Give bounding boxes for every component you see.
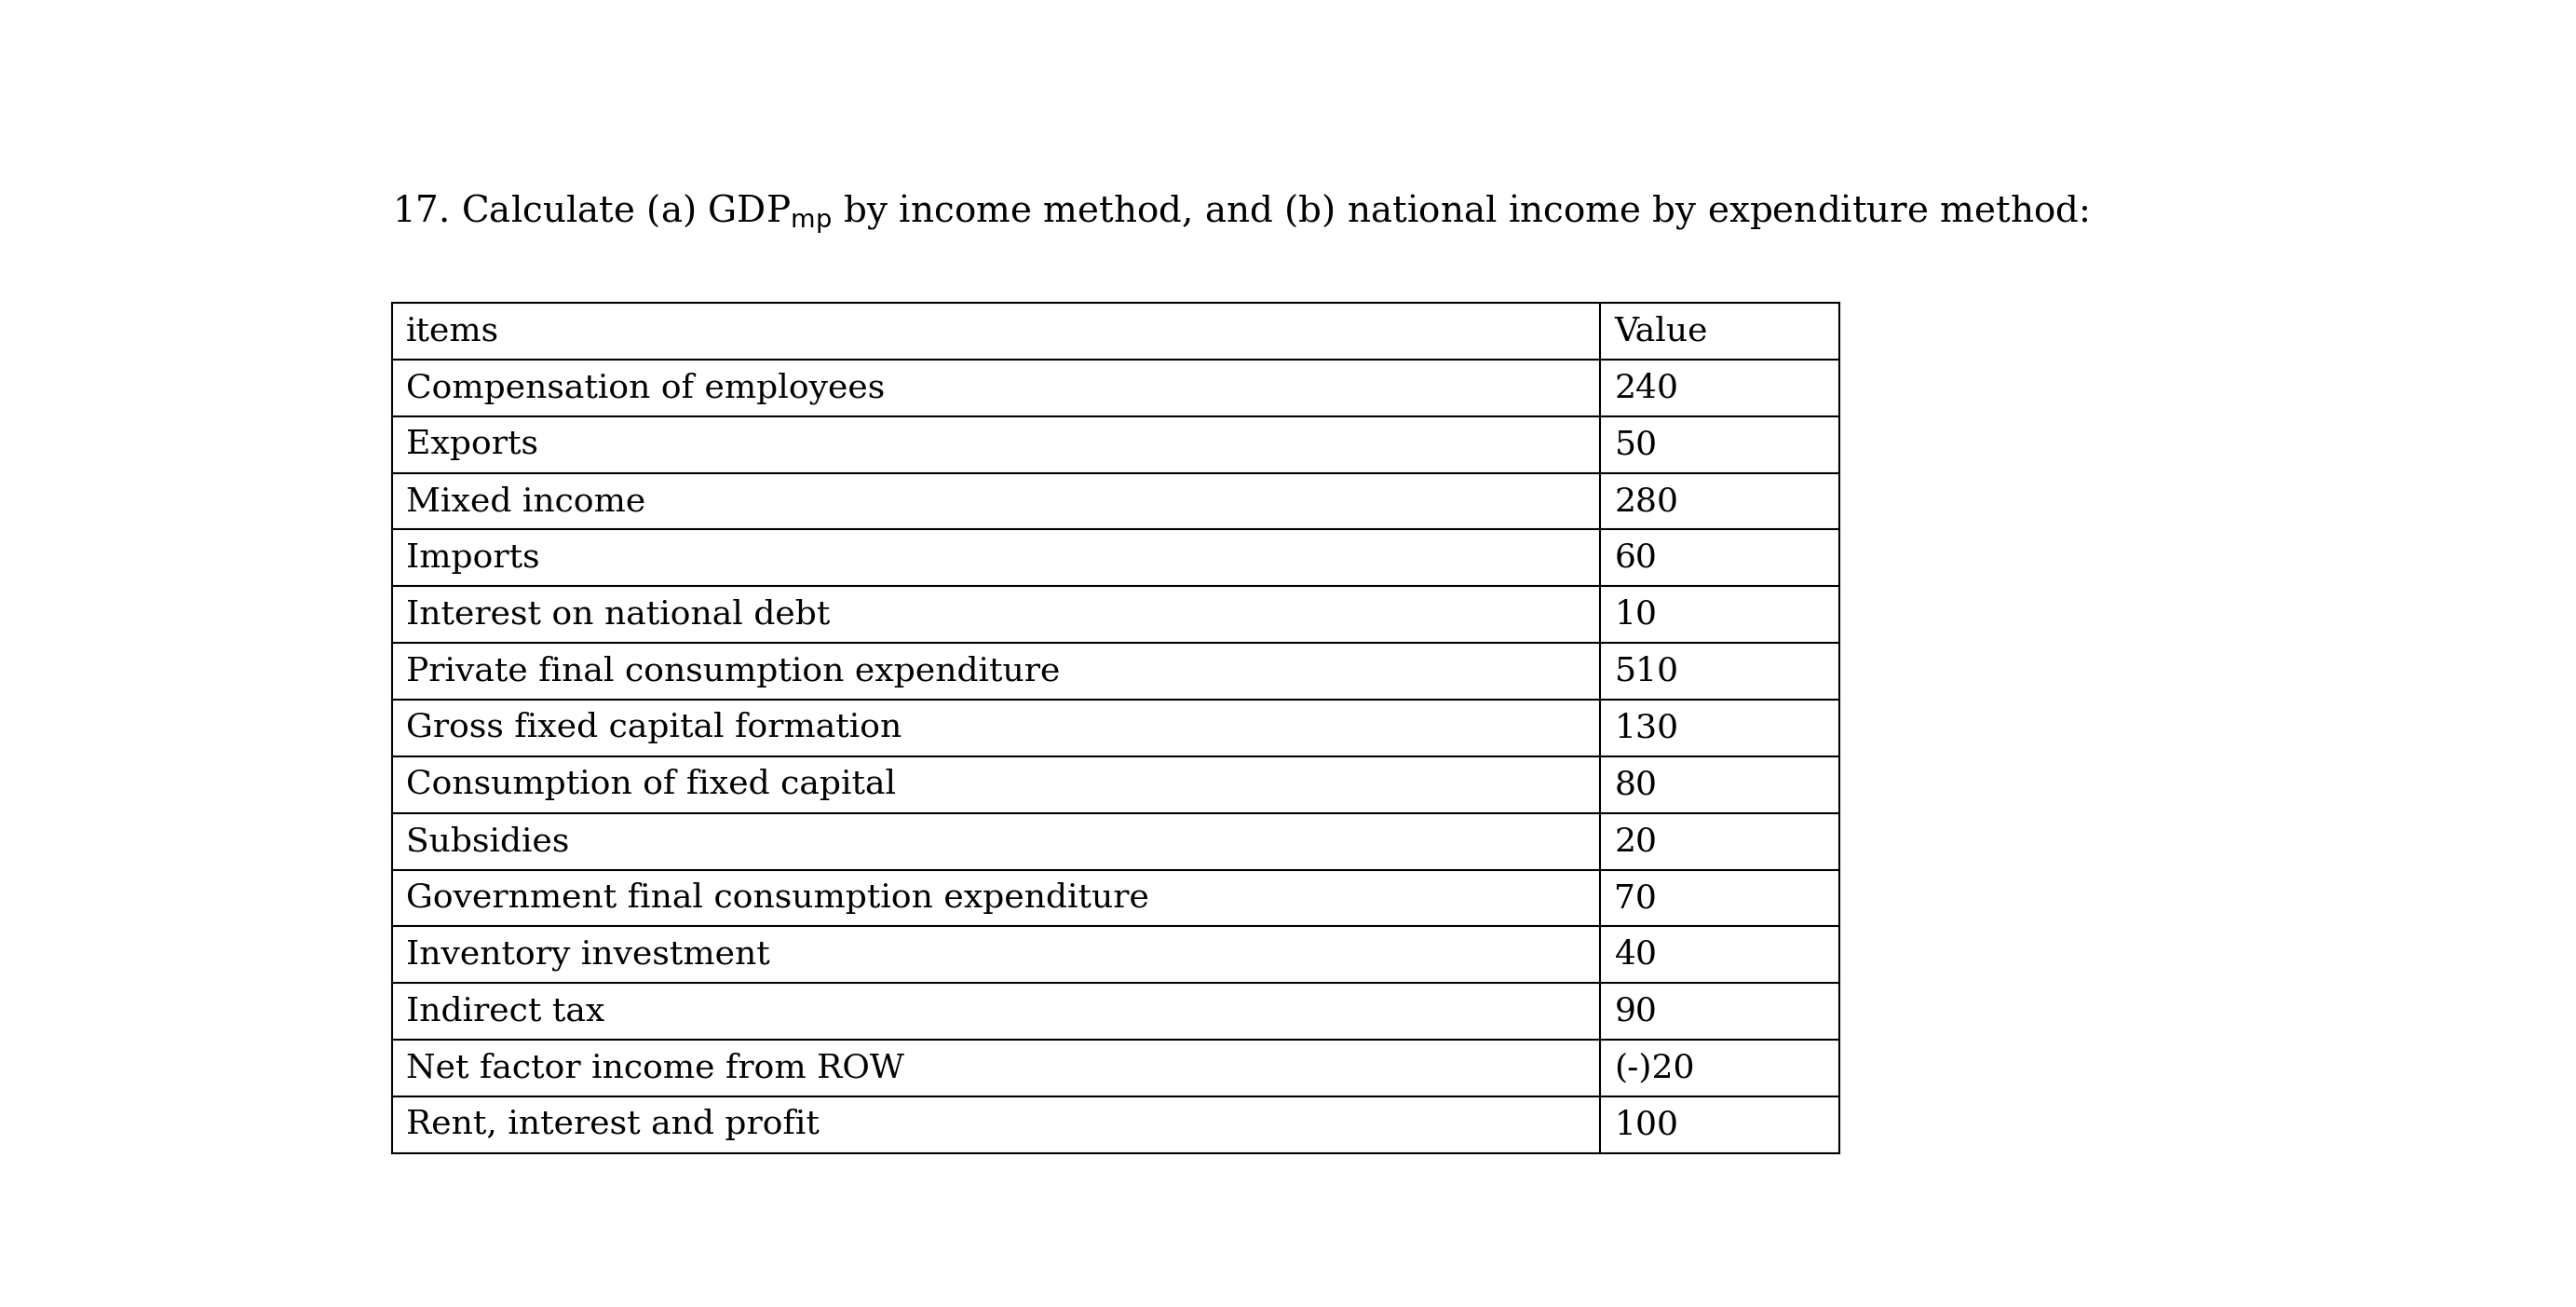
Text: 60: 60 [1615, 542, 1656, 574]
Text: 80: 80 [1615, 769, 1656, 800]
Text: Rent, interest and profit: Rent, interest and profit [407, 1108, 819, 1141]
Text: 130: 130 [1615, 712, 1680, 744]
Text: 20: 20 [1615, 826, 1656, 857]
Text: Net factor income from ROW: Net factor income from ROW [407, 1052, 904, 1084]
Text: Compensation of employees: Compensation of employees [407, 371, 884, 404]
Text: 10: 10 [1615, 599, 1656, 630]
Text: Government final consumption expenditure: Government final consumption expenditure [407, 882, 1149, 914]
Text: 50: 50 [1615, 429, 1656, 460]
Text: Exports: Exports [407, 429, 538, 460]
Text: Subsidies: Subsidies [407, 826, 569, 857]
Text: Imports: Imports [407, 542, 538, 574]
Text: 280: 280 [1615, 485, 1680, 518]
Text: Indirect tax: Indirect tax [407, 996, 605, 1027]
Text: Consumption of fixed capital: Consumption of fixed capital [407, 769, 896, 800]
Text: Private final consumption expenditure: Private final consumption expenditure [407, 655, 1059, 687]
Text: items: items [407, 315, 500, 346]
Text: 70: 70 [1615, 882, 1656, 914]
Text: (-)20: (-)20 [1615, 1052, 1695, 1084]
Text: 90: 90 [1615, 996, 1656, 1027]
Text: Interest on national debt: Interest on national debt [407, 599, 829, 630]
Text: Inventory investment: Inventory investment [407, 938, 770, 971]
Text: Mixed income: Mixed income [407, 485, 647, 518]
Text: Gross fixed capital formation: Gross fixed capital formation [407, 712, 902, 744]
Text: 100: 100 [1615, 1108, 1680, 1141]
Text: 17. Calculate (a) GDP$_{\mathrm{mp}}$ by income method, and (b) national income : 17. Calculate (a) GDP$_{\mathrm{mp}}$ by… [392, 192, 2089, 235]
Text: Value: Value [1615, 315, 1708, 346]
Text: 510: 510 [1615, 655, 1680, 687]
Text: 240: 240 [1615, 372, 1680, 404]
Text: 40: 40 [1615, 938, 1656, 971]
